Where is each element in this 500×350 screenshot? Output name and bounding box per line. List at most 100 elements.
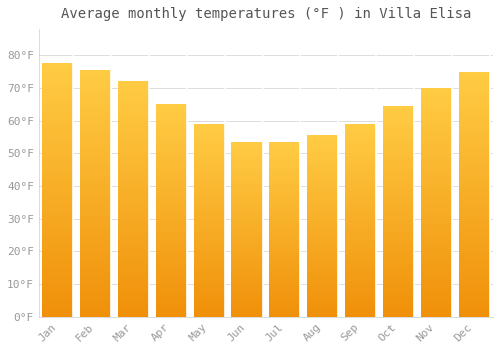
- Bar: [42, 241, 74, 243]
- Bar: [421, 177, 452, 180]
- Bar: [307, 214, 338, 215]
- Bar: [345, 315, 376, 317]
- Bar: [458, 84, 490, 86]
- Bar: [421, 287, 452, 289]
- Bar: [194, 130, 224, 132]
- Bar: [156, 187, 187, 189]
- Bar: [194, 166, 224, 168]
- Bar: [80, 238, 111, 240]
- Bar: [118, 288, 149, 291]
- Bar: [194, 222, 224, 224]
- Bar: [458, 81, 490, 84]
- Bar: [232, 142, 262, 143]
- Bar: [42, 66, 74, 69]
- Bar: [383, 188, 414, 190]
- Bar: [156, 160, 187, 162]
- Bar: [458, 138, 490, 140]
- Bar: [421, 271, 452, 273]
- Bar: [232, 289, 262, 290]
- Bar: [345, 305, 376, 307]
- Bar: [345, 238, 376, 240]
- Bar: [307, 289, 338, 292]
- Bar: [421, 106, 452, 108]
- Bar: [345, 230, 376, 232]
- Bar: [383, 106, 414, 108]
- Bar: [458, 86, 490, 89]
- Bar: [80, 114, 111, 117]
- Bar: [156, 130, 187, 132]
- Bar: [383, 171, 414, 173]
- Bar: [156, 168, 187, 170]
- Bar: [42, 304, 74, 307]
- Bar: [383, 251, 414, 253]
- Bar: [232, 313, 262, 315]
- Bar: [421, 299, 452, 301]
- Bar: [383, 298, 414, 300]
- Bar: [42, 228, 74, 231]
- Bar: [383, 112, 414, 114]
- Bar: [345, 226, 376, 228]
- Bar: [270, 166, 300, 168]
- Bar: [232, 208, 262, 210]
- Bar: [270, 303, 300, 304]
- Bar: [383, 129, 414, 131]
- Bar: [307, 313, 338, 315]
- Bar: [194, 292, 224, 294]
- Bar: [458, 89, 490, 91]
- Bar: [232, 241, 262, 243]
- Bar: [80, 85, 111, 87]
- Bar: [307, 184, 338, 186]
- Bar: [42, 124, 74, 127]
- Bar: [194, 290, 224, 292]
- Bar: [458, 143, 490, 145]
- Bar: [307, 244, 338, 246]
- Bar: [118, 298, 149, 300]
- Bar: [232, 170, 262, 172]
- Bar: [458, 101, 490, 104]
- Bar: [307, 315, 338, 317]
- Bar: [80, 267, 111, 270]
- Bar: [270, 287, 300, 289]
- Bar: [80, 255, 111, 258]
- Bar: [118, 300, 149, 303]
- Bar: [42, 193, 74, 195]
- Bar: [156, 238, 187, 240]
- Bar: [156, 217, 187, 219]
- Bar: [383, 197, 414, 199]
- Bar: [270, 199, 300, 201]
- Bar: [270, 182, 300, 184]
- Bar: [270, 163, 300, 164]
- Bar: [383, 203, 414, 205]
- Bar: [307, 262, 338, 264]
- Bar: [194, 305, 224, 307]
- Bar: [80, 206, 111, 208]
- Bar: [345, 244, 376, 245]
- Bar: [345, 209, 376, 211]
- Bar: [421, 209, 452, 211]
- Bar: [232, 268, 262, 270]
- Bar: [42, 132, 74, 134]
- Bar: [232, 303, 262, 304]
- Bar: [194, 184, 224, 186]
- Bar: [458, 263, 490, 265]
- Bar: [307, 175, 338, 177]
- Bar: [156, 247, 187, 249]
- Bar: [458, 108, 490, 111]
- Bar: [383, 226, 414, 228]
- Bar: [194, 315, 224, 317]
- Bar: [194, 126, 224, 128]
- Bar: [421, 305, 452, 308]
- Bar: [232, 270, 262, 271]
- Bar: [270, 278, 300, 280]
- Bar: [118, 164, 149, 166]
- Bar: [270, 145, 300, 147]
- Bar: [345, 303, 376, 305]
- Bar: [232, 299, 262, 301]
- Bar: [80, 292, 111, 295]
- Bar: [80, 129, 111, 132]
- Bar: [42, 152, 74, 155]
- Bar: [345, 257, 376, 259]
- Bar: [232, 193, 262, 194]
- Bar: [345, 272, 376, 274]
- Bar: [118, 124, 149, 126]
